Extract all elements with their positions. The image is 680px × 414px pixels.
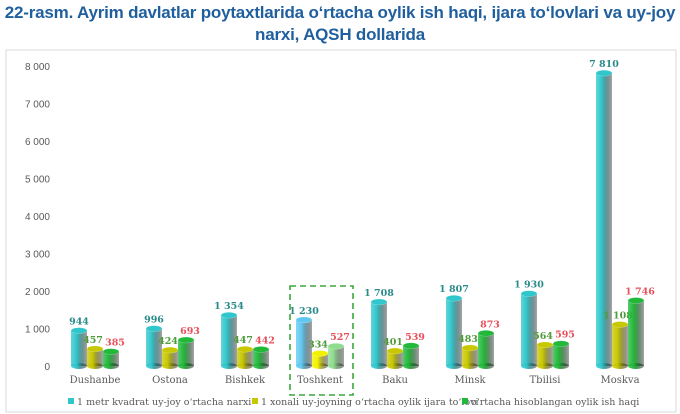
bar (370, 298, 388, 369)
data-label: 483 (458, 334, 478, 345)
data-label: 693 (180, 326, 200, 337)
data-label: 944 (69, 317, 89, 328)
x-tick-label: Tbilisi (530, 375, 561, 386)
bar (220, 311, 238, 369)
data-label: 1 230 (289, 306, 319, 317)
bar (161, 346, 179, 369)
legend-swatch (462, 398, 468, 404)
bar (295, 316, 313, 369)
legend-label: o‘rtacha hisoblangan oylik ish haqi (471, 397, 639, 408)
bar (477, 330, 495, 369)
data-label: 1 708 (364, 288, 394, 299)
y-tick-label: 8 000 (25, 62, 50, 73)
data-label: 1 108 (603, 310, 633, 321)
y-tick-label: 1 000 (25, 325, 50, 336)
data-label: 385 (105, 338, 125, 349)
bar (595, 69, 613, 369)
data-label: 527 (330, 332, 350, 343)
chart-title: 22-rasm. Ayrim davlatlar poytaxtlarida o… (4, 3, 676, 44)
data-label: 424 (158, 336, 178, 347)
data-label: 539 (405, 332, 425, 343)
y-tick-label: 5 000 (25, 175, 50, 186)
highlight-box (289, 285, 354, 396)
bar (145, 325, 163, 369)
legend-label: 1 xonali uy-joyning o‘rtacha oylik ijara… (261, 397, 479, 408)
legend-swatch (252, 398, 258, 404)
y-tick-label: 7 000 (25, 100, 50, 111)
x-tick-label: Baku (382, 375, 408, 386)
y-tick-label: 2 000 (25, 287, 50, 298)
bar (102, 348, 120, 369)
bar (311, 350, 329, 369)
bar (236, 345, 254, 369)
x-tick-label: Minsk (454, 375, 486, 386)
bar (70, 327, 88, 369)
data-label: 1 807 (439, 284, 469, 295)
x-tick-label: Toshkent (297, 375, 343, 386)
x-tick-label: Moskva (600, 375, 639, 386)
data-label: 996 (144, 315, 164, 326)
data-label: 564 (533, 331, 553, 342)
data-label: 1 354 (214, 301, 244, 312)
data-label: 334 (308, 339, 328, 350)
data-label: 1 746 (625, 287, 655, 298)
legend-label: 1 metr kvadrat uy-joy o‘rtacha narxi (77, 397, 251, 408)
bar (536, 341, 554, 369)
bar (520, 290, 538, 369)
data-label: 447 (233, 335, 253, 346)
x-tick-label: Bishkek (225, 375, 266, 386)
y-tick-label: 3 000 (25, 250, 50, 261)
x-tick-label: Dushanbe (70, 375, 121, 386)
bar (461, 344, 479, 369)
bar (627, 297, 645, 369)
x-tick-label: Ostona (152, 375, 188, 386)
bar (386, 347, 404, 369)
bar (552, 340, 570, 369)
bar (611, 321, 629, 369)
bar (327, 342, 345, 369)
bar (252, 346, 270, 369)
data-label: 873 (480, 319, 500, 330)
bar (86, 345, 104, 369)
data-label: 595 (555, 330, 575, 341)
data-label: 1 930 (514, 280, 544, 291)
data-label: 7 810 (589, 59, 619, 70)
bar (177, 336, 195, 369)
data-label: 442 (255, 335, 275, 346)
bar (402, 342, 420, 369)
legend-swatch (68, 398, 74, 404)
y-tick-label: 0 (44, 362, 50, 373)
bar (445, 294, 463, 369)
y-tick-label: 6 000 (25, 137, 50, 148)
y-tick-label: 4 000 (25, 212, 50, 223)
data-label: 457 (83, 335, 103, 346)
data-label: 401 (383, 337, 403, 348)
